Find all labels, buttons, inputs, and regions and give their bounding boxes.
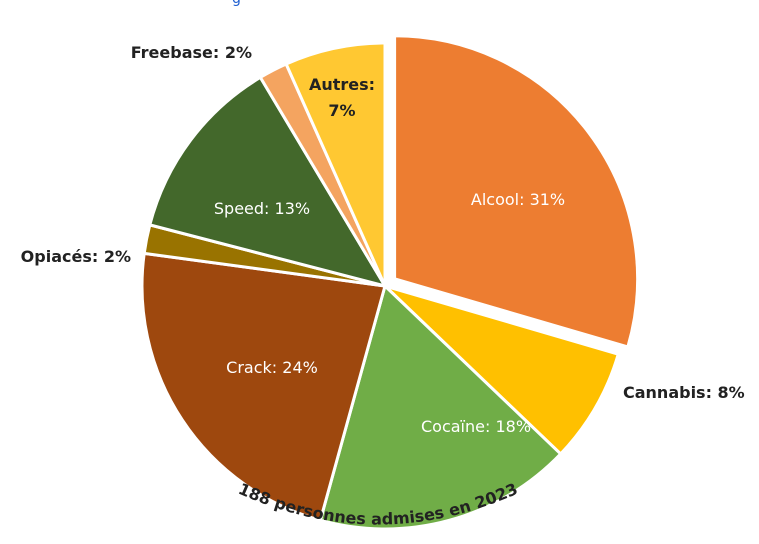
pie-slice-cannabis <box>383 284 620 456</box>
pie-label-coca-ne: Cocaïne: 18% <box>421 417 531 436</box>
pie-label-alcool: Alcool: 31% <box>471 190 565 209</box>
pie-label-cannabis: Cannabis: 8% <box>623 383 745 402</box>
pie-label-speed: Speed: 13% <box>214 199 310 218</box>
pie-slice-alcool <box>393 34 640 349</box>
pie-slice-speed <box>148 75 387 288</box>
pie-label-autres: Autres: 7% <box>309 75 375 120</box>
pie-slice-autres <box>284 41 387 288</box>
pie-slice-crack <box>140 251 387 522</box>
pie-slice-coca-ne <box>318 284 563 531</box>
pie-label-opiac-s: Opiacés: 2% <box>21 247 131 266</box>
header-fragment: g <box>232 0 241 7</box>
pie-label-freebase: Freebase: 2% <box>131 43 252 62</box>
pie-label-crack: Crack: 24% <box>226 358 318 377</box>
